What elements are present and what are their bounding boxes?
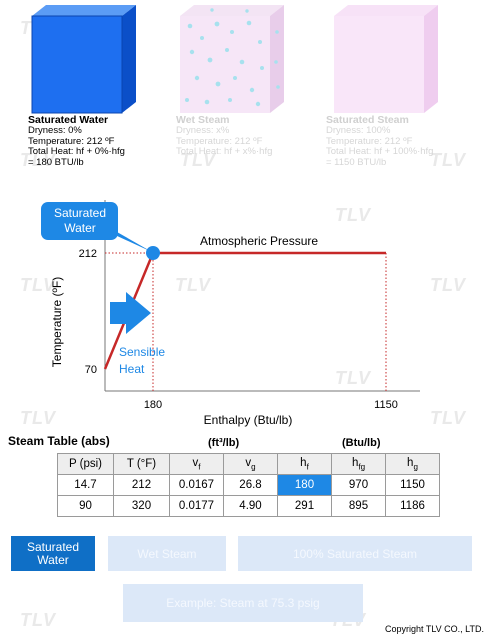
watermark: TLV <box>180 150 217 170</box>
saturated-water-cube-icon <box>31 5 136 114</box>
table-cell: 212 <box>113 474 170 496</box>
button-label: 100% Saturated Steam <box>292 546 418 561</box>
watermark: TLV <box>430 408 467 428</box>
state-dryness: Dryness: 0% <box>28 125 82 136</box>
state-title: Saturated Water <box>28 114 109 126</box>
state-result: = 180 BTU/lb <box>28 156 84 168</box>
table-cell: 0.0167 <box>169 474 224 496</box>
table-cell: 4.90 <box>223 495 278 517</box>
table-cell: 895 <box>331 495 386 517</box>
table-title: Steam Table (abs) <box>8 434 110 448</box>
table-cell: 970 <box>331 474 386 496</box>
table-cell: 90 <box>57 495 114 517</box>
table-cell: 291 <box>277 495 332 517</box>
table-cell: 1150 <box>385 474 440 496</box>
col-hg: hg <box>385 453 440 475</box>
state-total-heat: Total Heat: hf + 100%·hfg <box>326 146 434 157</box>
state-total-heat: Total Heat: hf + x%·hfg <box>176 146 273 157</box>
watermark: TLV <box>175 275 212 295</box>
table-cell: 320 <box>113 495 170 517</box>
col-vf: vf <box>169 453 224 475</box>
state-temperature: Temperature: 212 ºF <box>176 135 263 147</box>
button-label-line-2: Water <box>37 552 69 567</box>
state-saturated-steam: Saturated Steam Dryness: 100% Temperatur… <box>326 114 433 168</box>
steam-table: P (psi) T (°F) vf vg hf hfg hg 14.7 212 … <box>57 453 440 517</box>
callout-line-2: Water <box>64 221 96 235</box>
state-result: = 1150 BTU/lb <box>326 156 387 168</box>
y-axis-label: Temperature (ºF) <box>50 277 64 367</box>
saturated-water-button[interactable]: Saturated Water <box>11 536 95 571</box>
state-temperature: Temperature: 212 ºF <box>28 135 115 147</box>
callout-line-1: Saturated <box>54 206 106 220</box>
table-header-row: P (psi) T (°F) vf vg hf hfg hg <box>57 453 440 475</box>
y-tick-212: 212 <box>79 248 97 260</box>
state-total-heat: Total Heat: hf + 0%·hfg <box>28 146 125 157</box>
wet-steam-button[interactable]: Wet Steam <box>108 536 226 571</box>
watermark: TLV <box>430 275 467 295</box>
table-row: 14.7 212 0.0167 26.8 180 970 1150 <box>57 474 440 496</box>
button-label-line-1: Saturated <box>26 539 80 554</box>
table-row: 90 320 0.0177 4.90 291 895 1186 <box>57 495 440 517</box>
state-wet-steam: Wet Steam Dryness: x% Temperature: 212 º… <box>176 114 272 158</box>
saturated-water-point <box>146 246 160 260</box>
watermark: TLV <box>430 150 467 170</box>
unit-enthalpy: (Btu/lb) <box>342 437 381 449</box>
table-cell: 1186 <box>385 495 440 517</box>
watermark: TLV <box>20 275 57 295</box>
unit-volume: (ft³/lb) <box>208 437 240 449</box>
example-steam-button[interactable]: Example: Steam at 75.3 psig <box>123 584 363 622</box>
x-tick-1150: 1150 <box>374 399 398 411</box>
sensible-heat-line-2: Heat <box>119 362 145 376</box>
watermark: TLV <box>20 408 57 428</box>
series-label: Atmospheric Pressure <box>200 234 318 248</box>
table-cell: 14.7 <box>57 474 114 496</box>
col-vg: vg <box>223 453 278 475</box>
state-dryness: Dryness: 100% <box>326 125 391 136</box>
x-tick-180: 180 <box>144 399 162 411</box>
col-hf: hf <box>277 453 332 475</box>
watermark: TLV <box>335 368 372 388</box>
table-cell: 0.0177 <box>169 495 224 517</box>
state-saturated-water: Saturated Water Dryness: 0% Temperature:… <box>28 114 125 168</box>
sensible-heat-arrow-icon <box>110 292 151 334</box>
enthalpy-temperature-chart: Saturated Water Atmospheric Pressure Sen… <box>41 200 420 427</box>
copyright: Copyright TLV CO., LTD. <box>384 624 484 634</box>
col-pressure: P (psi) <box>57 453 114 475</box>
state-title: Wet Steam <box>176 114 230 126</box>
saturated-steam-button[interactable]: 100% Saturated Steam <box>238 536 472 571</box>
x-axis-label: Enthalpy (Btu/lb) <box>204 413 293 427</box>
col-hfg: hfg <box>331 453 386 475</box>
state-title: Saturated Steam <box>326 114 409 126</box>
col-temperature: T (°F) <box>113 453 170 475</box>
sensible-heat-line-1: Sensible <box>119 345 165 359</box>
callout-box <box>41 202 118 240</box>
table-cell-highlighted: 180 <box>277 474 332 496</box>
state-temperature: Temperature: 212 ºF <box>326 135 413 147</box>
watermark: TLV <box>20 150 57 170</box>
y-tick-70: 70 <box>85 364 97 376</box>
wet-steam-cube-icon <box>180 5 284 113</box>
button-label: Example: Steam at 75.3 psig <box>166 596 320 610</box>
button-label: Wet Steam <box>137 546 197 561</box>
watermark: TLV <box>20 610 57 630</box>
saturated-steam-cube-icon <box>334 5 438 113</box>
table-cell: 26.8 <box>223 474 278 496</box>
watermark: TLV <box>335 205 372 225</box>
state-dryness: Dryness: x% <box>176 125 230 136</box>
